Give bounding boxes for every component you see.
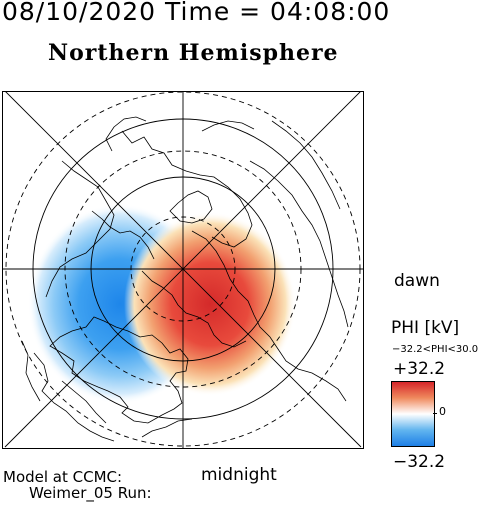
dawn-label: dawn: [394, 271, 440, 291]
midnight-label: midnight: [201, 465, 277, 485]
datetime-header: 08/10/2020 Time = 04:08:00: [2, 0, 391, 26]
colorbar: [391, 381, 435, 447]
coastlines: [21, 116, 349, 442]
colorbar-title: PHI [kV]: [391, 318, 460, 338]
model-run-label: Weimer_05 Run:: [29, 484, 152, 502]
colorbar-zero-tick: [433, 413, 437, 414]
colorbar-zero-label: 0: [439, 405, 446, 418]
model-label: Model at CCMC:: [3, 468, 123, 486]
colorbar-range: −32.2<PHI<30.0: [392, 344, 479, 355]
meridians: [2, 91, 364, 449]
colorbar-min-label: −32.2: [393, 452, 446, 472]
hemisphere-title: Northern Hemisphere: [48, 40, 339, 66]
polar-map: [2, 91, 364, 449]
colorbar-max-label: +32.2: [393, 359, 446, 379]
positive-potential-cell: [124, 212, 296, 396]
